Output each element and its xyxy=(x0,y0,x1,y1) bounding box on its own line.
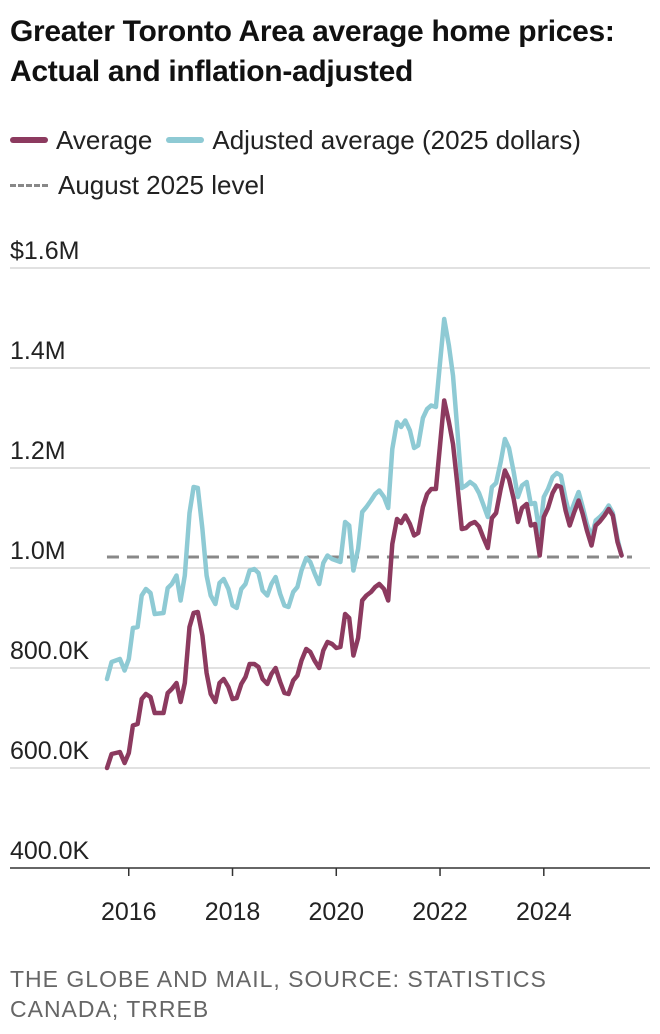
x-tick-label-3: 2022 xyxy=(412,898,468,926)
y-tick-label-0: 400.0K xyxy=(10,837,90,865)
legend-item-adjusted: Adjusted average (2025 dollars) xyxy=(166,125,581,156)
legend-row-reference: August 2025 level xyxy=(10,167,279,203)
y-tick-label-1: 600.0K xyxy=(10,737,90,765)
y-tick-label-3: 1.0M xyxy=(10,537,66,565)
legend-row-series: Average Adjusted average (2025 dollars) xyxy=(10,122,595,158)
x-tick-label-2: 2020 xyxy=(308,898,364,926)
legend-label-adjusted: Adjusted average (2025 dollars) xyxy=(212,125,581,156)
legend-swatch-average xyxy=(10,137,48,143)
series-line-adjusted xyxy=(107,319,622,679)
x-tick-label-4: 2024 xyxy=(516,898,572,926)
x-tick-label-1: 2018 xyxy=(205,898,261,926)
y-tick-label-4: 1.2M xyxy=(10,437,66,465)
y-tick-label-6: $1.6M xyxy=(10,237,79,265)
x-tick-label-0: 2016 xyxy=(101,898,157,926)
chart-title: Greater Toronto Area average home prices… xyxy=(10,12,650,92)
legend-swatch-adjusted xyxy=(166,137,204,143)
line-chart: 400.0K 600.0K 800.0K 1.0M 1.2M 1.4M $1.6M 2016 2… xyxy=(0,230,660,950)
y-tick-label-2: 800.0K xyxy=(10,637,90,665)
source-credit: THE GLOBE AND MAIL, SOURCE: STATISTICS C… xyxy=(10,964,570,1024)
y-tick-label-5: 1.4M xyxy=(10,337,66,365)
legend-item-average: Average xyxy=(10,125,152,156)
legend-swatch-reference xyxy=(10,184,48,187)
legend-item-reference: August 2025 level xyxy=(10,170,265,201)
legend-label-average: Average xyxy=(56,125,152,156)
legend-label-reference: August 2025 level xyxy=(58,170,265,201)
